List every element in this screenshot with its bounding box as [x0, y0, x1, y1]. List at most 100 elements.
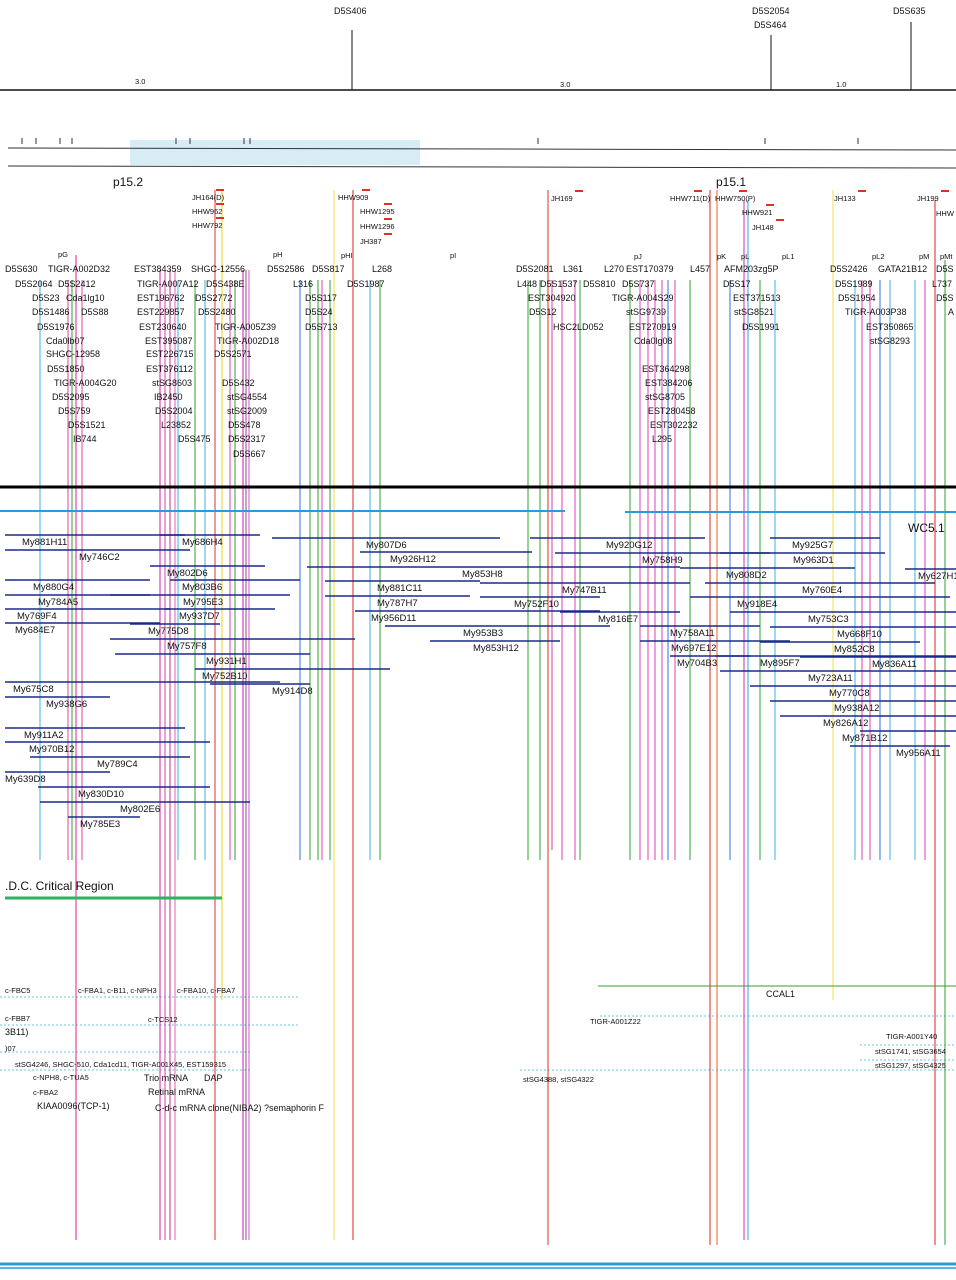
top-marker: D5S2054	[752, 6, 790, 16]
clone-label: My747B11	[562, 585, 607, 596]
locus-label: D5S1486	[32, 307, 70, 317]
bin-label: pMt	[940, 252, 953, 261]
hybrid-label: HHW1295	[360, 207, 395, 216]
bin-label: pJ	[634, 252, 642, 261]
locus-label: Cda0lg08	[634, 336, 673, 346]
clone-label: My914D8	[272, 686, 313, 697]
top-marker: D5S635	[893, 6, 926, 16]
bin-label: pL1	[782, 252, 795, 261]
gene-label: stSG1741, stSG3654	[875, 1047, 946, 1056]
locus-label: stSG8603	[152, 378, 192, 388]
locus-label: D5S2412	[58, 279, 96, 289]
band-label: p15.2	[113, 175, 143, 189]
hybrid-label: HHW1296	[360, 222, 395, 231]
clone-label: My895F7	[760, 658, 800, 669]
locus-label: D5S24	[305, 307, 333, 317]
hybrid-label: HHW909	[338, 193, 368, 202]
locus-label: stSG9739	[626, 307, 666, 317]
bin-label: pHI	[341, 251, 353, 260]
locus-label: EST280458	[648, 406, 696, 416]
bin-label: pK	[717, 252, 726, 261]
locus-label: D5S1976	[37, 322, 75, 332]
gene-label: 3B11)	[5, 1027, 28, 1037]
top-marker: D5S464	[754, 20, 787, 30]
clone-label: My802E6	[120, 804, 160, 815]
clone-label: My758A11	[670, 628, 715, 639]
locus-label: SHGC-12556	[191, 264, 245, 274]
scale-label: 1.0	[836, 80, 846, 89]
gene-label: TIGR-A001Z22	[590, 1017, 641, 1026]
locus-label: L457	[690, 264, 710, 274]
clone-label: My938A12	[834, 703, 879, 714]
clone-label: My881H11	[22, 537, 67, 548]
gene-label: DAP	[204, 1073, 223, 1083]
locus-label: D5S737	[622, 279, 655, 289]
hybrid-label: JH148	[752, 223, 774, 232]
clone-label: My937D7	[179, 611, 220, 622]
clone-label: My956A11	[896, 748, 941, 759]
clone-label: My880G4	[33, 582, 74, 593]
locus-label: D5S438E	[206, 279, 245, 289]
locus-label: L23852	[161, 420, 191, 430]
clone-label: My704B3	[677, 658, 717, 669]
locus-label: EST395087	[145, 336, 193, 346]
locus-label: Cda0lb07	[46, 336, 85, 346]
locus-label: HSC2LD052	[553, 322, 604, 332]
locus-label: EST196762	[137, 293, 185, 303]
gene-label: c-FBA1, c-B11, c-NPH3	[78, 986, 157, 995]
clone-label: My853H12	[473, 643, 519, 654]
locus-label: EST226715	[146, 349, 194, 359]
locus-label: D5S2480	[198, 307, 236, 317]
locus-label: D5S2064	[15, 279, 53, 289]
clone-label: My760E4	[802, 585, 842, 596]
gene-label: c-FBA2	[33, 1088, 58, 1097]
clone-label: My853H8	[462, 569, 503, 580]
clone-label: My684E7	[15, 625, 55, 636]
locus-label: EST376112	[146, 364, 193, 374]
clone-label: My881C11	[377, 583, 422, 594]
bin-label: pI	[450, 251, 456, 260]
clone-label: My784A5	[38, 597, 78, 608]
clone-label: My808D2	[726, 570, 767, 581]
band-line	[7, 165, 956, 169]
clone-label: My931H1	[206, 656, 247, 667]
clone-label: My911A2	[24, 730, 63, 741]
locus-label: D5S23	[32, 293, 60, 303]
scale-label: 3.0	[135, 77, 145, 86]
bin-label: pM	[919, 252, 929, 261]
locus-label: TIGR-A007A12	[137, 279, 199, 289]
clone-label: My816E7	[598, 614, 638, 625]
locus-label: IB2450	[154, 392, 183, 402]
locus-label: TIGR-A005Z39	[215, 322, 276, 332]
clone-label: My785E3	[80, 819, 120, 830]
clone-label: My753C3	[808, 614, 849, 625]
locus-label: A	[948, 307, 954, 317]
clone-label: My795E3	[183, 597, 223, 608]
hybrid-label: HHW792	[192, 221, 222, 230]
top-marker: D5S406	[334, 6, 367, 16]
locus-label: D5S2095	[52, 392, 90, 402]
clone-label: My775D8	[148, 626, 189, 637]
clone-label: My953B3	[463, 628, 503, 639]
clone-label: My627H1	[918, 571, 956, 582]
clone-label: My852C8	[834, 644, 875, 655]
gene-label: stSG4246, SHGC-510, Cda1cd11, TIGR-A001X…	[15, 1060, 226, 1069]
locus-label: D5S17	[723, 279, 751, 289]
hybrid-label: JH164(D)	[192, 193, 225, 202]
locus-label: EST270919	[629, 322, 677, 332]
gene-label: c-FBB7	[5, 1014, 30, 1023]
locus-label: TIGR-A002D32	[48, 264, 110, 274]
clone-label: My668F10	[837, 629, 882, 640]
locus-label: D5S2317	[228, 434, 266, 444]
hybrid-label: HHW711(D)	[670, 194, 711, 203]
locus-label: stSG4554	[227, 392, 267, 402]
locus-label: L295	[652, 434, 672, 444]
clone-label: My802D6	[167, 568, 208, 579]
clone-label: My757F8	[167, 641, 207, 652]
locus-label: D5S2426	[830, 264, 868, 274]
hybrid-label: JH387	[360, 237, 382, 246]
locus-label: GATA21B12	[878, 264, 927, 274]
clone-label: My770C8	[829, 688, 870, 699]
clone-label: My758H9	[642, 555, 683, 566]
